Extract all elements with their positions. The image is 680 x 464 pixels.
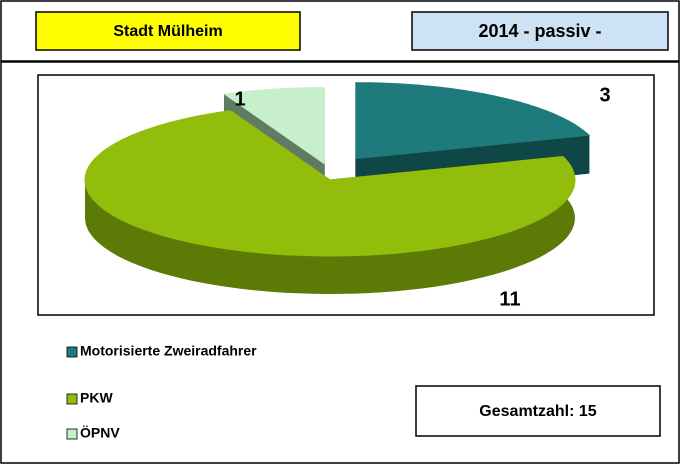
total-label: Gesamtzahl: 15: [479, 403, 596, 420]
legend-swatch: [66, 346, 78, 358]
subtitle-box: [411, 11, 669, 51]
legend-label: PKW: [80, 390, 113, 406]
value-label: 1: [234, 88, 245, 110]
legend-label: Motorisierte Zweiradfahrer: [80, 343, 257, 359]
value-label: 11: [499, 288, 520, 310]
slice-wall: [85, 156, 575, 294]
chart-title: Stadt Mülheim: [113, 23, 222, 40]
total-box: [415, 385, 661, 437]
chart-subtitle: 2014 - passiv -: [478, 21, 601, 41]
legend-swatch: [66, 393, 78, 405]
slice: [84, 110, 576, 257]
slice: [223, 87, 325, 165]
slice: [355, 82, 590, 160]
value-label: 3: [599, 84, 610, 106]
title-box: [35, 11, 301, 51]
legend-swatch: [66, 428, 78, 440]
legend-label: ÖPNV: [80, 425, 120, 441]
